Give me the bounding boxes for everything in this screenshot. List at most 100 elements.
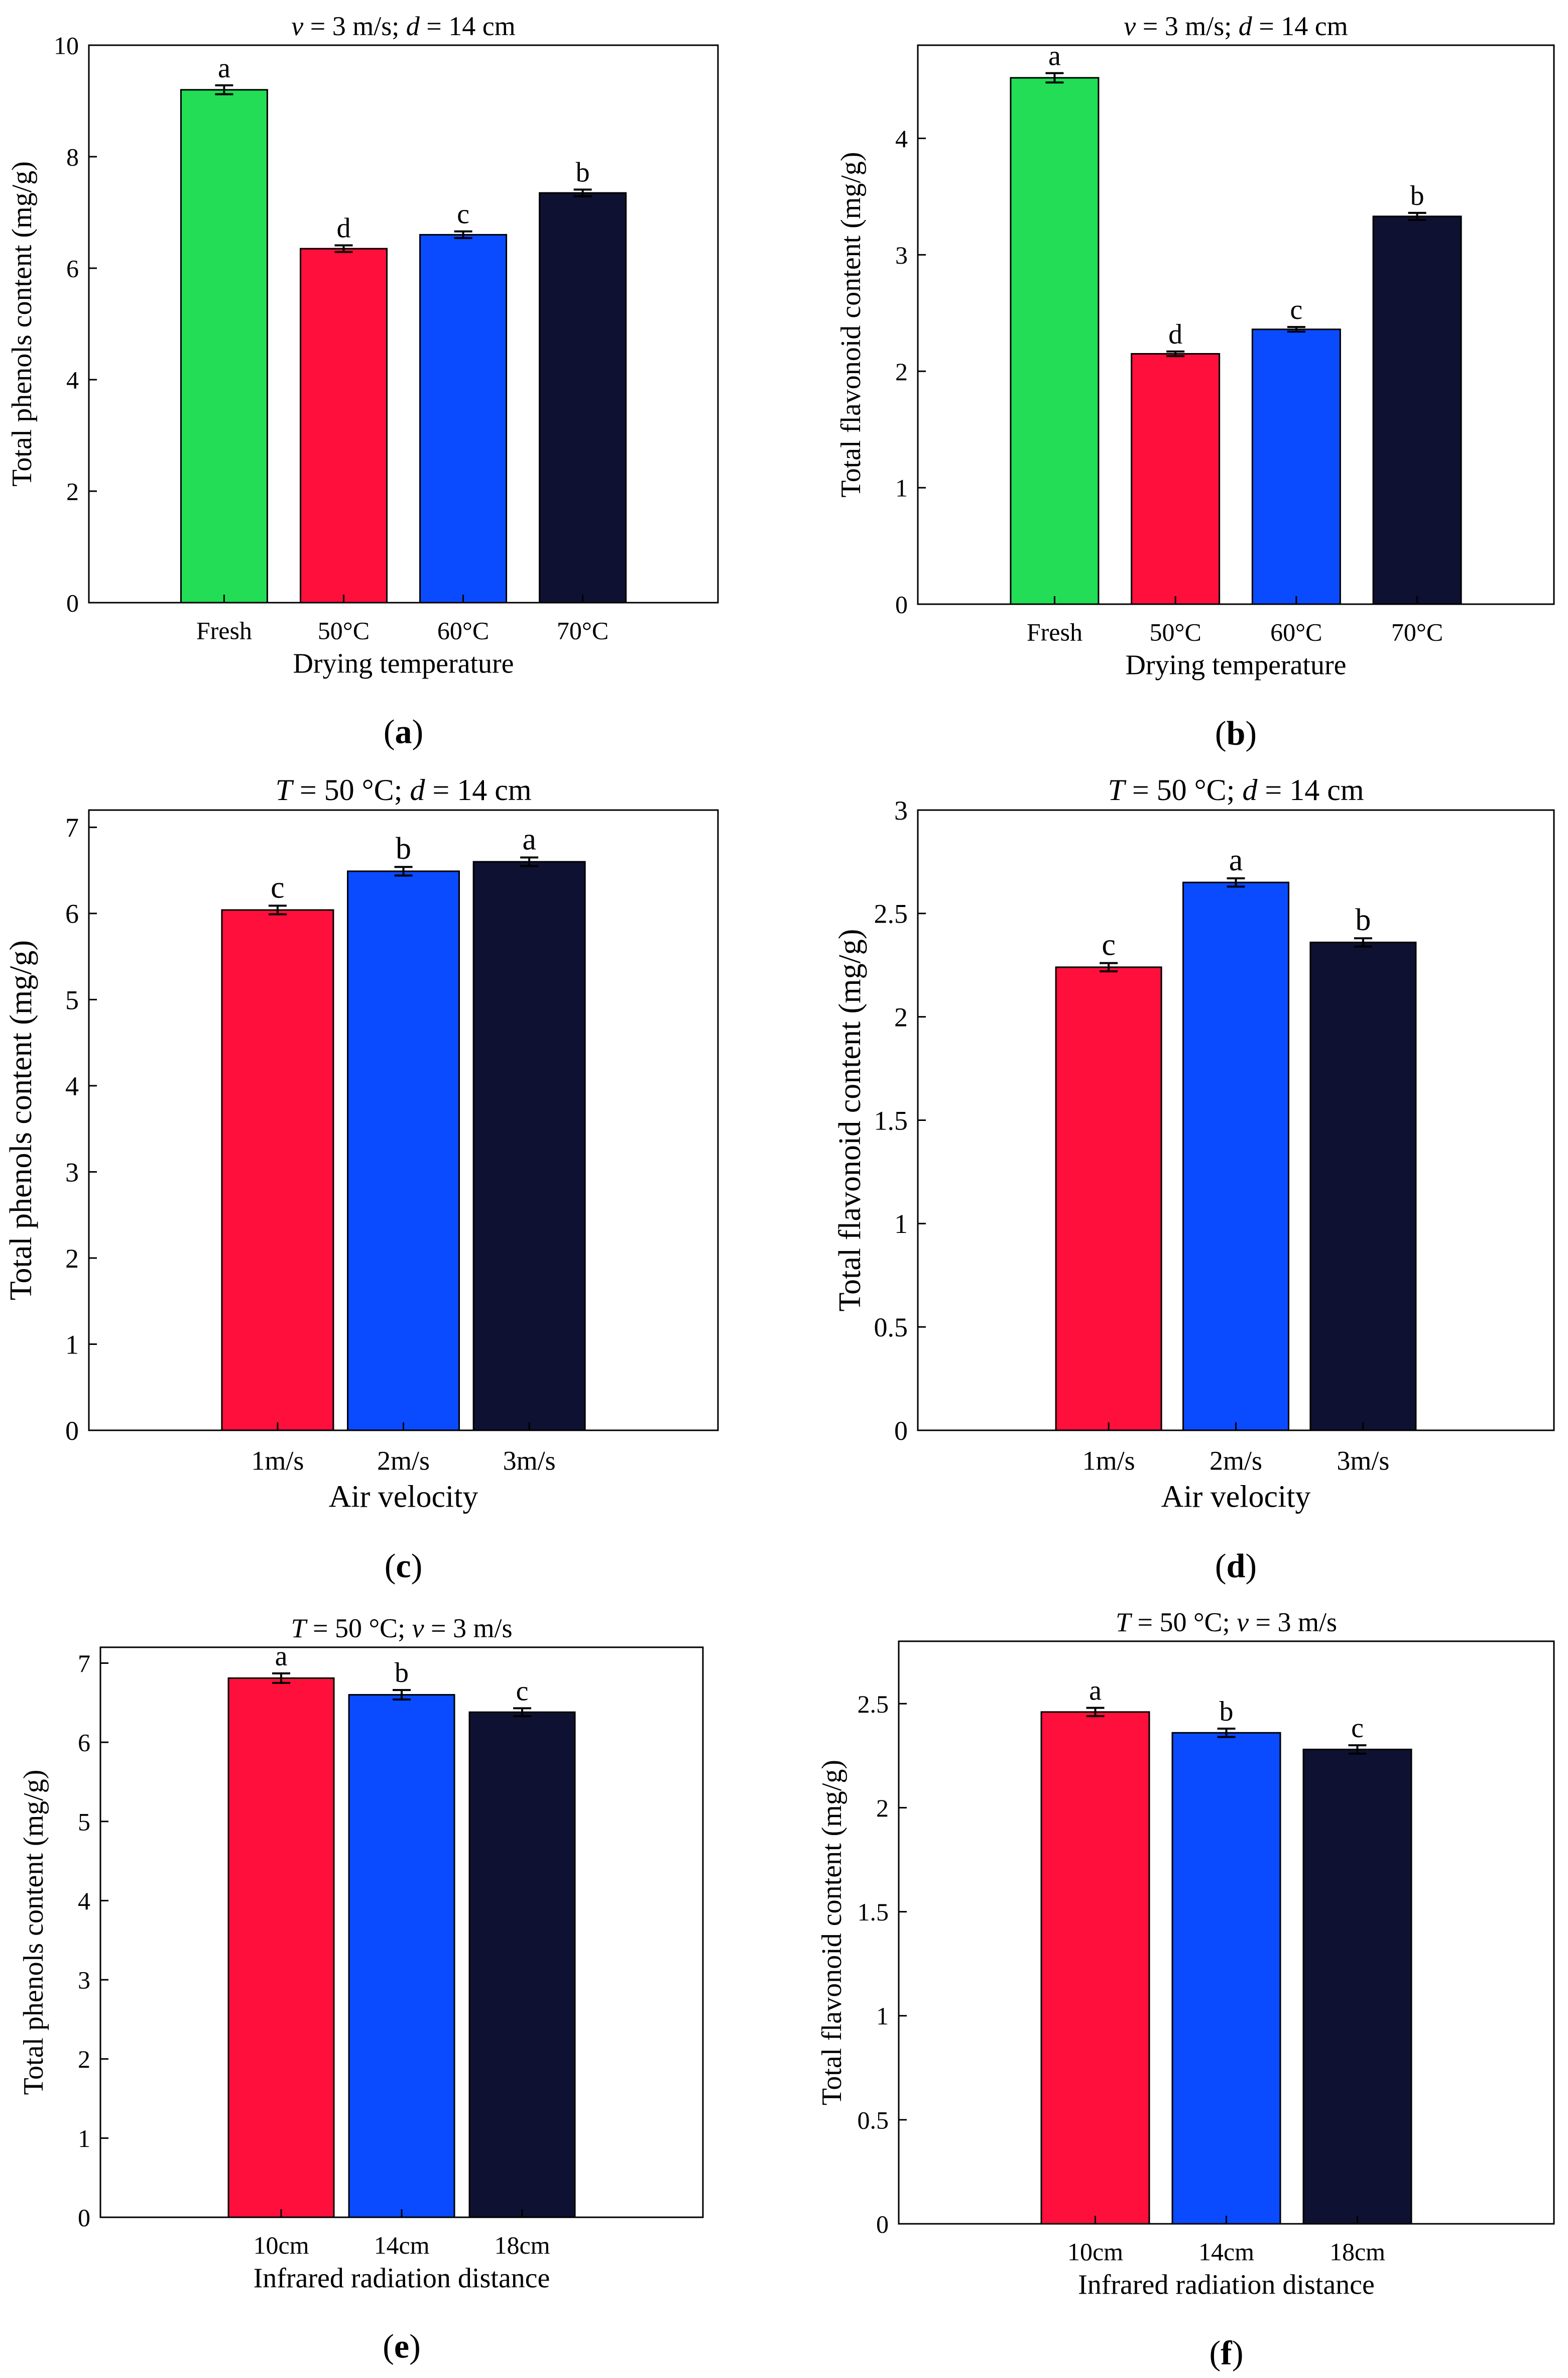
- y-tick-label: 0: [895, 591, 908, 619]
- significance-letter: c: [1102, 928, 1116, 962]
- chart-panel-4: 0 0.5 1 1.5 2 2.5 3 c 1m/s a 2m/s b 3m/s T = 50 °C; d…: [833, 773, 1555, 1585]
- error-bar: [394, 866, 413, 877]
- x-tick-label: 70°C: [1391, 618, 1443, 646]
- significance-letter: d: [1168, 319, 1182, 350]
- x-tick-label: 50°C: [1149, 618, 1201, 646]
- significance-letter: c: [1290, 294, 1302, 325]
- bar-60°C: [1251, 328, 1341, 605]
- y-tick-label: 2: [65, 1243, 79, 1274]
- error-bar: [334, 244, 353, 253]
- error-bar: [1408, 211, 1426, 221]
- bar-Fresh: [180, 89, 268, 604]
- bar-Fresh: [1010, 77, 1100, 605]
- y-tick-label: 1: [876, 2002, 889, 2030]
- bar-1m/s: [221, 909, 334, 1431]
- error-bar: [1166, 350, 1185, 358]
- y-axis-label: Total phenols content (mg/g): [18, 1770, 49, 2095]
- y-tick-label: 2.5: [874, 899, 908, 929]
- significance-letter: b: [1410, 180, 1424, 211]
- error-bar: [272, 1672, 290, 1684]
- y-tick-label: 0: [894, 1416, 908, 1446]
- error-bar: [268, 904, 287, 916]
- y-tick-label: 2: [894, 1002, 908, 1033]
- y-tick-label: 7: [78, 1649, 90, 1677]
- error-bar: [1348, 1744, 1367, 1755]
- chart-panel-3: 0 1 2 3 4 5 6 7 c 1m/s b 2m/s a 3m/s T = 50 °C; d = 14…: [4, 773, 719, 1585]
- bar-60°C: [419, 234, 508, 604]
- y-tick-label: 0: [65, 1416, 79, 1446]
- y-tick-label: 2: [876, 1794, 889, 1822]
- y-axis-label: Total phenols content (mg/g): [7, 161, 38, 487]
- y-tick-label: 1.5: [874, 1105, 908, 1136]
- error-bar: [1217, 1728, 1236, 1738]
- significance-letter: c: [457, 199, 469, 230]
- x-tick-label: 60°C: [1270, 618, 1322, 646]
- y-tick-label: 10: [54, 32, 79, 60]
- significance-letter: a: [1089, 1675, 1102, 1707]
- chart-title: v = 3 m/s; d = 14 cm: [291, 11, 515, 41]
- x-tick-label: 2m/s: [377, 1445, 430, 1476]
- y-tick-label: 5: [65, 985, 79, 1015]
- bar-50°C: [1131, 353, 1221, 605]
- significance-letter: b: [395, 1657, 409, 1688]
- x-tick-label: 18cm: [494, 2231, 550, 2259]
- bar-14cm: [348, 1694, 455, 2218]
- panel-label: (a): [384, 713, 423, 751]
- significance-letter: a: [1229, 843, 1243, 877]
- y-tick-label: 4: [66, 366, 79, 394]
- y-tick-label: 0.5: [858, 2106, 889, 2134]
- x-axis-label: Air velocity: [329, 1480, 478, 1514]
- y-tick-label: 3: [894, 796, 908, 826]
- x-tick-label: 3m/s: [503, 1445, 556, 1476]
- chart-panel-5: 0 1 2 3 4 5 6 7 a 10cm b 14cm c 18cm T = 50 °C; v = 3 …: [18, 1613, 704, 2365]
- y-tick-label: 4: [895, 125, 908, 153]
- bar-3m/s: [1309, 941, 1417, 1431]
- y-tick-label: 2: [66, 478, 79, 506]
- significance-letter: a: [522, 822, 536, 856]
- panel-label: (b): [1215, 714, 1257, 752]
- y-tick-label: 4: [78, 1887, 90, 1915]
- y-tick-label: 3: [895, 241, 908, 269]
- panel-label: (d): [1215, 1547, 1257, 1585]
- y-tick-label: 4: [65, 1071, 79, 1101]
- x-tick-label: Fresh: [196, 617, 252, 645]
- x-axis-label: Infrared radiation distance: [254, 2263, 550, 2294]
- bar-1m/s: [1055, 966, 1162, 1431]
- error-bar: [1045, 72, 1064, 84]
- y-tick-label: 6: [66, 255, 79, 283]
- panel-label: (f): [1210, 2334, 1244, 2372]
- significance-letter: b: [1355, 903, 1371, 937]
- chart-title: T = 50 °C; v = 3 m/s: [1116, 1607, 1337, 1637]
- significance-letter: a: [275, 1641, 288, 1672]
- error-bar: [1354, 937, 1372, 948]
- y-tick-label: 3: [78, 1966, 90, 1994]
- significance-letter: b: [576, 157, 590, 188]
- bar-2m/s: [347, 870, 460, 1431]
- error-bar: [454, 230, 472, 240]
- y-tick-label: 8: [66, 143, 79, 171]
- x-tick-label: 1m/s: [1082, 1445, 1135, 1476]
- chart-title: v = 3 m/s; d = 14 cm: [1124, 11, 1348, 41]
- y-tick-label: 7: [65, 813, 79, 843]
- y-tick-label: 1: [894, 1209, 908, 1239]
- y-axis-label: Total flavonoid content (mg/g): [835, 152, 867, 497]
- x-tick-label: 18cm: [1330, 2238, 1385, 2266]
- significance-letter: b: [396, 832, 411, 866]
- significance-letter: c: [516, 1675, 529, 1707]
- x-tick-label: 14cm: [1198, 2238, 1254, 2266]
- error-bar: [520, 856, 539, 867]
- y-tick-label: 1: [78, 2124, 90, 2153]
- bar-70°C: [539, 192, 627, 604]
- x-tick-label: Fresh: [1027, 618, 1082, 646]
- bar-50°C: [299, 248, 388, 604]
- significance-letter: a: [218, 53, 230, 84]
- chart-panel-6: 0 0.5 1 1.5 2 2.5 a 10cm b 14cm c 18cm T = 50 °C; v …: [816, 1607, 1555, 2372]
- x-axis-label: Infrared radiation distance: [1078, 2270, 1375, 2301]
- y-tick-label: 1: [65, 1329, 79, 1360]
- significance-letter: a: [1048, 41, 1061, 72]
- error-bar: [1100, 962, 1118, 973]
- significance-letter: d: [336, 212, 350, 244]
- error-bar: [513, 1707, 531, 1718]
- panel-label: (e): [383, 2327, 421, 2365]
